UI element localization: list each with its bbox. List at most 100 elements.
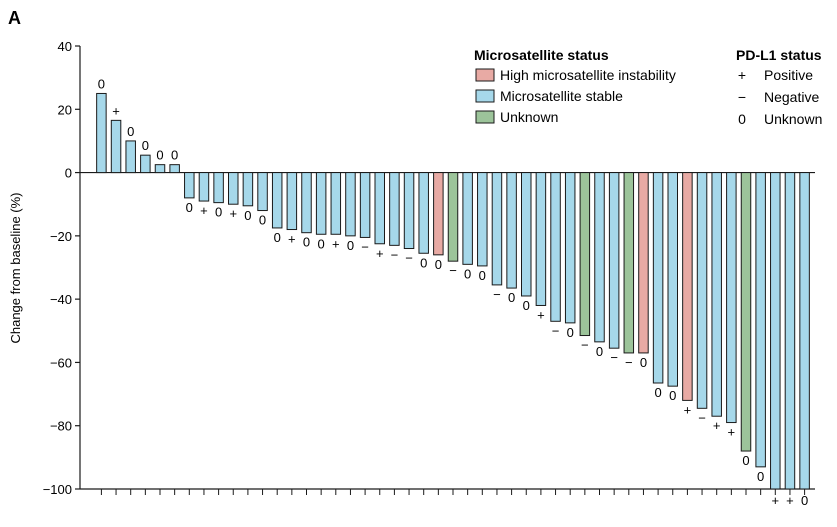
pdl1-label: + bbox=[112, 103, 120, 118]
y-tick-label: 0 bbox=[65, 166, 72, 181]
pdl1-label: − bbox=[493, 287, 501, 302]
y-tick-label: −60 bbox=[50, 355, 72, 370]
pdl1-label: 0 bbox=[669, 388, 676, 403]
bar bbox=[696, 172, 708, 409]
legend-msi-label: Unknown bbox=[500, 109, 558, 125]
y-tick-label: 40 bbox=[58, 39, 72, 54]
pdl1-label: 0 bbox=[640, 355, 647, 370]
pdl1-label: 0 bbox=[142, 138, 149, 153]
bar bbox=[315, 172, 327, 235]
bar bbox=[242, 172, 254, 207]
bar bbox=[682, 172, 693, 401]
legend-pdl1-symbol: + bbox=[738, 67, 746, 83]
legend-msi-title: Microsatellite status bbox=[474, 47, 609, 63]
pdl1-label: + bbox=[713, 418, 721, 433]
legend-microsatellite: Microsatellite status High microsatellit… bbox=[474, 47, 676, 125]
bar bbox=[506, 172, 517, 289]
pdl1-label: 0 bbox=[654, 385, 661, 400]
bar bbox=[125, 140, 136, 174]
legend-swatch-stable bbox=[475, 89, 495, 103]
bar bbox=[433, 172, 444, 256]
bar bbox=[652, 172, 664, 384]
pdl1-label: 0 bbox=[347, 238, 354, 253]
legend-msi-label: High microsatellite instability bbox=[500, 67, 676, 83]
panel-label: A bbox=[8, 8, 21, 28]
legend-pdl1-symbol: 0 bbox=[738, 111, 746, 127]
legend-swatch-unknown bbox=[475, 110, 495, 124]
legend-pdl1-symbol: − bbox=[738, 89, 746, 105]
bar bbox=[257, 172, 268, 212]
pdl1-label: 0 bbox=[171, 148, 178, 163]
bars-group: 0+000 00 +0 +0 00 +0 0 +0− + − −0 0−0 0− 00+− 0− 0− −00 0… bbox=[96, 76, 810, 508]
pdl1-label: 0 bbox=[215, 205, 222, 220]
legend-pdl1-label: Positive bbox=[764, 67, 813, 83]
pdl1-label: 0 bbox=[479, 268, 486, 283]
pdl1-label: + bbox=[229, 206, 237, 221]
pdl1-label: 0 bbox=[98, 76, 105, 91]
bar bbox=[213, 172, 224, 204]
bar bbox=[594, 172, 605, 343]
pdl1-label: 0 bbox=[303, 235, 310, 250]
bar bbox=[638, 172, 649, 354]
pdl1-label: 0 bbox=[742, 453, 749, 468]
pdl1-label: 0 bbox=[274, 230, 281, 245]
pdl1-label: 0 bbox=[435, 257, 442, 272]
bar bbox=[271, 172, 283, 229]
pdl1-label: − bbox=[361, 239, 369, 254]
bar bbox=[374, 172, 385, 245]
bar bbox=[140, 154, 151, 174]
legend-swatch-high bbox=[475, 68, 495, 82]
pdl1-label: + bbox=[200, 203, 208, 218]
bar bbox=[403, 172, 415, 250]
bar bbox=[579, 172, 591, 337]
bar bbox=[447, 172, 459, 262]
bar bbox=[740, 172, 752, 452]
pdl1-label: − bbox=[391, 247, 399, 262]
pdl1-label: 0 bbox=[464, 266, 471, 281]
legend-pdl1-label: Negative bbox=[764, 89, 819, 105]
bar bbox=[169, 164, 180, 174]
pdl1-label: + bbox=[288, 232, 296, 247]
bar bbox=[608, 172, 620, 349]
pdl1-label: − bbox=[405, 251, 413, 266]
pdl1-label: + bbox=[684, 402, 692, 417]
pdl1-label: 0 bbox=[420, 255, 427, 270]
y-tick-label: −20 bbox=[50, 229, 72, 244]
pdl1-label: 0 bbox=[259, 213, 266, 228]
bar bbox=[711, 172, 722, 417]
bar bbox=[550, 172, 561, 322]
y-tick-label: −40 bbox=[50, 292, 72, 307]
legend-pdl1-label: Unknown bbox=[764, 111, 822, 127]
bar bbox=[418, 172, 429, 254]
bar bbox=[770, 172, 781, 490]
bar bbox=[799, 172, 810, 490]
bar bbox=[784, 172, 796, 490]
pdl1-label: 0 bbox=[156, 148, 163, 163]
pdl1-label: 0 bbox=[567, 325, 574, 340]
pdl1-label: 0 bbox=[757, 469, 764, 484]
y-tick-label: 20 bbox=[58, 102, 72, 117]
pdl1-label: 0 bbox=[801, 493, 808, 508]
pdl1-label: 0 bbox=[186, 200, 193, 215]
pdl1-label: − bbox=[610, 350, 618, 365]
pdl1-label: 0 bbox=[523, 298, 530, 313]
bar bbox=[345, 172, 356, 237]
bar bbox=[623, 172, 635, 354]
bar bbox=[184, 172, 195, 199]
bar bbox=[477, 172, 488, 267]
pdl1-label: 0 bbox=[127, 124, 134, 139]
pdl1-label: + bbox=[332, 236, 340, 251]
pdl1-label: 0 bbox=[318, 236, 325, 251]
bar bbox=[96, 92, 107, 174]
bar bbox=[535, 172, 547, 306]
pdl1-label: − bbox=[449, 263, 457, 278]
bar bbox=[154, 164, 166, 174]
bar bbox=[359, 172, 371, 238]
bar bbox=[462, 172, 473, 265]
pdl1-label: + bbox=[786, 493, 794, 508]
pdl1-label: + bbox=[376, 246, 384, 261]
legend-pdl1: PD-L1 status + Positive − Negative 0 Unknown bbox=[736, 47, 822, 127]
bar bbox=[667, 172, 678, 387]
y-tick-label: −80 bbox=[50, 419, 72, 434]
